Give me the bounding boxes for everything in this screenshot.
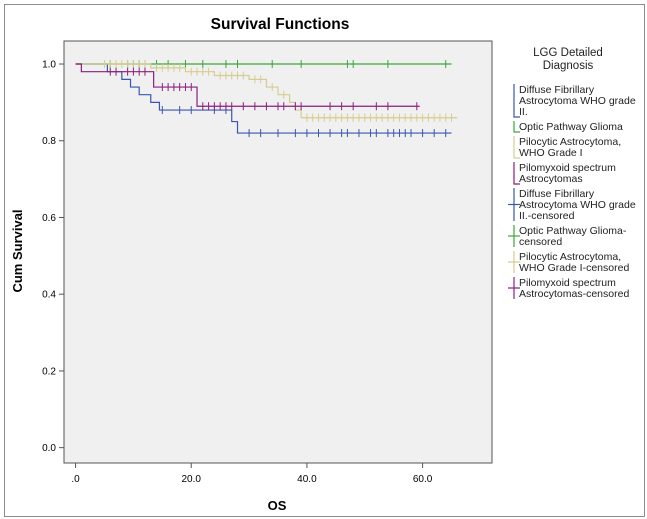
legend-entry-label: Pilocytic Astrocytoma,	[519, 251, 621, 263]
legend-entry-label: Optic Pathway Glioma	[519, 121, 623, 133]
legend-entry-label: Astrocytoma WHO grade	[519, 95, 636, 107]
legend-entry-label: Optic Pathway Glioma-	[519, 225, 627, 237]
x-tick-label: 20.0	[182, 474, 202, 485]
x-tick-label: .0	[71, 474, 80, 485]
plot-area	[63, 40, 493, 464]
y-tick-label: 0.4	[42, 290, 56, 301]
legend-entry-label: Pilomyxoid spectrum	[519, 277, 616, 289]
legend-swatch-line	[513, 121, 520, 133]
legend-entry-label: Pilocytic Astrocytoma,	[519, 136, 621, 148]
legend-entry-label: II.-censored	[519, 210, 575, 222]
y-tick-label: 0.2	[42, 366, 56, 377]
x-axis-label: OS	[268, 498, 287, 513]
legend-entry-label: WHO Grade I-censored	[519, 262, 629, 274]
legend-entry-label: WHO Grade I	[519, 147, 583, 159]
y-tick-label: 0.0	[42, 443, 56, 454]
legend-entry-label: Diffuse Fibrillary	[519, 188, 595, 200]
x-tick-label: 40.0	[297, 474, 317, 485]
legend-entry-label: Astrocytomas	[519, 173, 583, 185]
legend-title: LGG Detailed	[533, 47, 603, 59]
legend-swatch-line	[513, 136, 520, 159]
y-tick-label: 1.0	[42, 60, 56, 71]
survival-curve-3	[75, 63, 420, 107]
legend-entry-label: II.	[519, 106, 528, 118]
legend-swatch-line	[513, 84, 520, 118]
y-tick-label: 0.6	[42, 213, 56, 224]
legend-entry-label: Pilomyxoid spectrum	[519, 162, 616, 174]
legend-entry-label: Diffuse Fibrillary	[519, 84, 595, 96]
legend-entry-label: censored	[519, 236, 562, 248]
legend-entry-label: Astrocytomas-censored	[519, 288, 629, 300]
x-tick-label: 60.0	[413, 474, 433, 485]
legend-swatch-line	[513, 162, 520, 185]
chart-title: Survival Functions	[211, 16, 350, 33]
series-layer	[75, 60, 458, 138]
legend-entry-label: Astrocytoma WHO grade	[519, 199, 636, 211]
y-axis-label: Cum Survival	[10, 209, 25, 292]
legend-title: Diagnosis	[543, 60, 594, 72]
y-tick-label: 0.8	[42, 136, 56, 147]
